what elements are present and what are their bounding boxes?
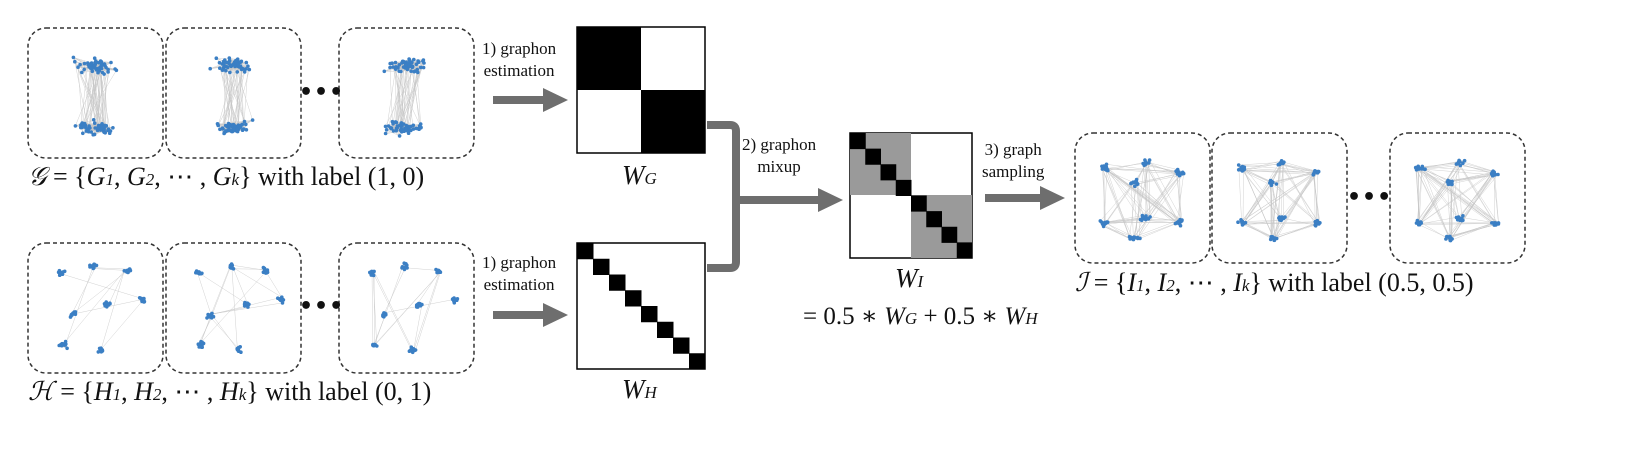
set-suffix: with label (0.5, 0.5) <box>1262 268 1474 297</box>
set-close: } <box>1249 268 1261 297</box>
graphon-block <box>896 180 912 196</box>
step-label-estimation-top: 1) graphon estimation <box>482 38 556 82</box>
arrow-head-estimation-top <box>543 88 568 112</box>
step-line-2: sampling <box>982 161 1044 183</box>
set-close: } <box>239 162 251 191</box>
graph-box-gk <box>339 28 474 158</box>
set-label-g: 𝒢 = {G1, G2, ⋯ , Gk} with label (1, 0) <box>28 162 424 193</box>
set-symbol: ℋ <box>28 377 54 406</box>
set-first: I <box>1127 268 1136 297</box>
set-suffix: with label (1, 0) <box>252 162 425 191</box>
set-suffix: with label (0, 1) <box>259 377 432 406</box>
mixup-bracket <box>707 125 736 268</box>
set-second-sub: 2 <box>146 170 155 189</box>
graphon-block <box>641 306 658 322</box>
graphon-wi <box>850 133 973 259</box>
step-label-sampling: 3) graph sampling <box>982 139 1044 183</box>
set-second: H <box>134 377 153 406</box>
set-first-sub: 1 <box>113 385 122 404</box>
graphon-block <box>942 227 958 243</box>
ellipsis-h: ••• <box>299 294 344 319</box>
graphon-label-wh: WH <box>622 374 657 405</box>
graphon-block <box>957 242 973 258</box>
set-comma: , <box>1145 268 1158 297</box>
graph-box-ik <box>1390 133 1525 263</box>
set-first: G <box>87 162 106 191</box>
graphon-block <box>577 243 594 259</box>
graphon-block <box>657 322 674 338</box>
set-dots: , ⋯ , <box>1175 268 1227 297</box>
mixup-formula: = 0.5 ∗ WG + 0.5 ∗ WH <box>803 301 1038 331</box>
set-last-sub: k <box>232 170 240 189</box>
graphon-block <box>911 196 927 212</box>
arrow-head-mixup <box>818 188 843 212</box>
graphon-block <box>673 338 690 354</box>
set-label-h: ℋ = {H1, H2, ⋯ , Hk} with label (0, 1) <box>28 377 431 407</box>
set-last: I <box>1233 268 1242 297</box>
graphon-block <box>625 290 642 306</box>
set-dots: , ⋯ , <box>154 162 206 191</box>
formula-w1-sub: G <box>905 309 917 328</box>
formula-eq: = 0.5 ∗ <box>803 303 884 330</box>
set-label-i: ℐ = {I1, I2, ⋯ , Ik} with label (0.5, 0.… <box>1075 268 1474 298</box>
formula-w1: W <box>884 303 905 330</box>
graphon-sub: I <box>918 272 924 291</box>
arrow-head-estimation-bottom <box>543 303 568 327</box>
step-line-2: mixup <box>742 156 816 178</box>
set-comma: , <box>114 162 127 191</box>
graphon-sub: G <box>645 169 657 188</box>
step-line-2: estimation <box>482 60 556 82</box>
step-line-1: 1) graphon <box>482 38 556 60</box>
set-open: = { <box>54 377 94 406</box>
graph-box-i1 <box>1075 133 1210 263</box>
set-close: } <box>246 377 258 406</box>
set-symbol: 𝒢 <box>28 162 47 191</box>
set-first-sub: 1 <box>105 170 114 189</box>
graphon-block <box>865 149 881 165</box>
step-line-1: 2) graphon <box>742 134 816 156</box>
set-open: = { <box>1087 268 1127 297</box>
step-label-estimation-bottom: 1) graphon estimation <box>482 252 556 296</box>
graphon-wg <box>577 27 705 153</box>
set-first: H <box>94 377 113 406</box>
step-line-1: 1) graphon <box>482 252 556 274</box>
set-dots: , ⋯ , <box>161 377 213 406</box>
set-last: H <box>220 377 239 406</box>
step-line-2: estimation <box>482 274 556 296</box>
graphon-block <box>850 133 866 149</box>
graphon-base: W <box>622 160 645 190</box>
graphon-block <box>926 211 942 227</box>
set-symbol: ℐ <box>1075 268 1087 297</box>
ellipsis-i: ••• <box>1347 185 1392 210</box>
set-first-sub: 1 <box>1136 276 1145 295</box>
graphon-wh <box>577 243 706 370</box>
graphon-base: W <box>622 374 645 404</box>
graphon-block <box>881 164 897 180</box>
graphon-block <box>689 353 706 369</box>
arrow-head-sampling <box>1040 186 1065 210</box>
formula-w2: W <box>1005 303 1026 330</box>
set-second: G <box>127 162 146 191</box>
step-label-mixup: 2) graphon mixup <box>742 134 816 178</box>
set-comma: , <box>121 377 134 406</box>
set-last: G <box>213 162 232 191</box>
graphon-label-wg: WG <box>622 160 657 191</box>
graph-box-h2 <box>166 243 301 373</box>
set-second-sub: 2 <box>1166 276 1175 295</box>
set-second: I <box>1158 268 1167 297</box>
set-open: = { <box>47 162 87 191</box>
formula-plus: + 0.5 ∗ <box>917 303 1004 330</box>
graph-box-h1 <box>28 243 163 373</box>
graphon-block <box>609 275 626 291</box>
graphon-base: W <box>895 263 918 293</box>
step-line-1: 3) graph <box>982 139 1044 161</box>
formula-w2-sub: H <box>1025 309 1037 328</box>
graphon-label-wi: WI <box>895 263 923 294</box>
graphon-block <box>593 259 610 275</box>
ellipsis-g: ••• <box>299 80 344 105</box>
graphon-sub: H <box>645 383 657 402</box>
